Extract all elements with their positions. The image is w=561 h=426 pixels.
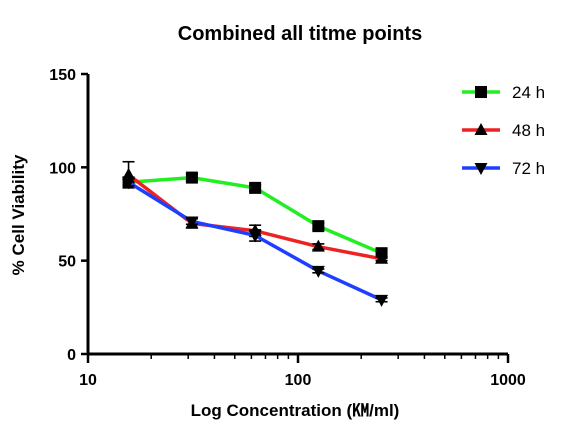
legend: 24 h 48 h 72 h xyxy=(462,83,545,178)
axes: 0 50 100 150 10 100 1000 xyxy=(49,67,526,389)
y-tick-label: 150 xyxy=(49,67,76,84)
data-point xyxy=(122,167,136,180)
x-tick-label: 100 xyxy=(285,372,312,389)
x-axis-label: Log Concentration (㏎/ml) xyxy=(191,401,400,420)
y-axis-label: % Cell Viability xyxy=(9,154,28,275)
legend-label: 72 h xyxy=(512,159,545,178)
data-point xyxy=(311,265,325,278)
data-point xyxy=(185,171,198,184)
series-72-h xyxy=(122,177,389,307)
data-point xyxy=(122,177,136,190)
x-tick-label: 1000 xyxy=(490,372,526,389)
legend-marker xyxy=(474,123,488,135)
legend-item: 48 h xyxy=(462,121,545,140)
data-point xyxy=(248,230,262,243)
plot-area xyxy=(122,160,389,307)
data-point xyxy=(249,181,262,194)
x-tick-label: 10 xyxy=(79,372,97,389)
data-point xyxy=(312,220,325,233)
chart-title: Combined all titme points xyxy=(178,23,422,45)
legend-label: 48 h xyxy=(512,121,545,140)
data-point xyxy=(375,251,389,264)
legend-item: 24 h xyxy=(462,83,545,102)
y-tick-label: 50 xyxy=(58,254,76,271)
legend-marker xyxy=(474,163,488,175)
series-48-h xyxy=(122,160,389,264)
y-tick-label: 0 xyxy=(67,347,76,364)
legend-item: 72 h xyxy=(462,159,545,178)
data-point xyxy=(311,239,325,252)
legend-marker xyxy=(475,86,487,98)
data-point xyxy=(375,294,389,307)
data-point xyxy=(185,216,199,229)
legend-label: 24 h xyxy=(512,83,545,102)
y-tick-label: 100 xyxy=(49,160,76,177)
series-24-h xyxy=(122,171,388,260)
